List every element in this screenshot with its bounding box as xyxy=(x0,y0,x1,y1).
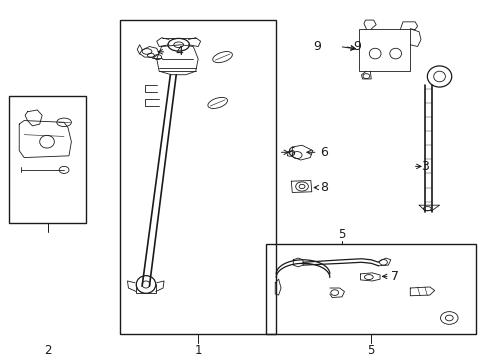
Text: 6: 6 xyxy=(287,146,295,159)
Text: 4: 4 xyxy=(175,45,183,58)
Text: 1: 1 xyxy=(194,345,202,357)
Bar xyxy=(266,244,475,334)
Bar xyxy=(120,20,276,334)
Text: 6: 6 xyxy=(320,146,327,159)
Bar xyxy=(358,29,409,71)
Text: 5: 5 xyxy=(338,228,345,241)
Text: 2: 2 xyxy=(44,345,51,357)
Text: 5: 5 xyxy=(367,345,374,357)
Text: 7: 7 xyxy=(390,270,398,283)
Bar xyxy=(9,96,86,223)
Text: 9: 9 xyxy=(312,40,320,53)
Text: 9: 9 xyxy=(352,40,360,53)
Text: 8: 8 xyxy=(320,181,327,194)
Text: 3: 3 xyxy=(421,160,428,173)
